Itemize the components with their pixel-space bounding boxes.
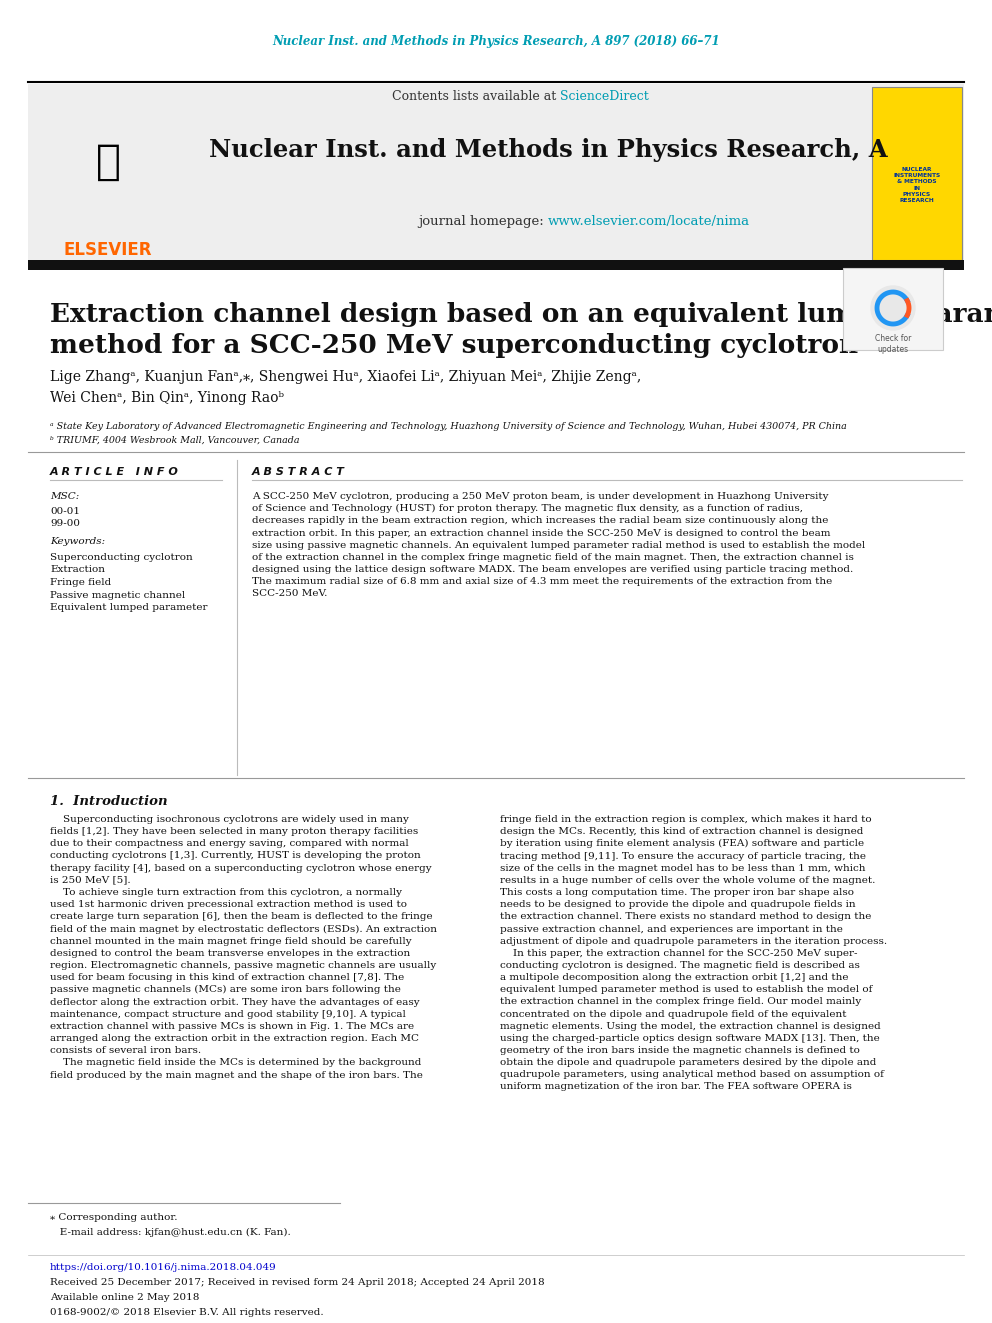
Text: NUCLEAR
INSTRUMENTS
& METHODS
IN
PHYSICS
RESEARCH: NUCLEAR INSTRUMENTS & METHODS IN PHYSICS…: [894, 167, 940, 202]
Text: ᵃ State Key Laboratory of Advanced Electromagnetic Engineering and Technology, H: ᵃ State Key Laboratory of Advanced Elect…: [50, 422, 847, 431]
Bar: [843, 269, 943, 351]
Text: ᵇ TRIUMF, 4004 Wesbrook Mall, Vancouver, Canada: ᵇ TRIUMF, 4004 Wesbrook Mall, Vancouver,…: [50, 437, 300, 445]
Text: E-mail address: kjfan@hust.edu.cn (K. Fan).: E-mail address: kjfan@hust.edu.cn (K. Fa…: [50, 1228, 291, 1237]
Text: https://doi.org/10.1016/j.nima.2018.04.049: https://doi.org/10.1016/j.nima.2018.04.0…: [50, 1263, 277, 1271]
Text: Nuclear Inst. and Methods in Physics Research, A 897 (2018) 66–71: Nuclear Inst. and Methods in Physics Res…: [272, 36, 720, 49]
Text: Contents lists available at: Contents lists available at: [392, 90, 560, 103]
Text: 🌳: 🌳: [95, 142, 120, 183]
Bar: [28, 261, 964, 270]
Text: journal homepage:: journal homepage:: [418, 216, 548, 229]
Text: Extraction channel design based on an equivalent lumped parameter
method for a S: Extraction channel design based on an eq…: [50, 302, 992, 359]
Text: Lige Zhangᵃ, Kuanjun Fanᵃ,⁎, Shengwei Huᵃ, Xiaofei Liᵃ, Zhiyuan Meiᵃ, Zhijie Zen: Lige Zhangᵃ, Kuanjun Fanᵃ,⁎, Shengwei Hu…: [50, 370, 641, 405]
Text: ScienceDirect: ScienceDirect: [560, 90, 649, 103]
Text: A B S T R A C T: A B S T R A C T: [252, 467, 345, 478]
Text: A SCC-250 MeV cyclotron, producing a 250 MeV proton beam, is under development i: A SCC-250 MeV cyclotron, producing a 250…: [252, 492, 865, 598]
Bar: [28, 83, 186, 262]
Text: Available online 2 May 2018: Available online 2 May 2018: [50, 1293, 199, 1302]
Text: Nuclear Inst. and Methods in Physics Research, A: Nuclear Inst. and Methods in Physics Res…: [208, 138, 887, 161]
Text: ELSEVIER: ELSEVIER: [63, 241, 152, 259]
Text: Superconducting cyclotron
Extraction
Fringe field
Passive magnetic channel
Equiv: Superconducting cyclotron Extraction Fri…: [50, 553, 207, 613]
Text: 1.  Introduction: 1. Introduction: [50, 795, 168, 808]
Text: Received 25 December 2017; Received in revised form 24 April 2018; Accepted 24 A: Received 25 December 2017; Received in r…: [50, 1278, 545, 1287]
Text: www.elsevier.com/locate/nima: www.elsevier.com/locate/nima: [548, 216, 750, 229]
Bar: [28, 83, 964, 262]
Text: Check for
updates: Check for updates: [875, 335, 912, 353]
Text: ⁎ Corresponding author.: ⁎ Corresponding author.: [50, 1213, 178, 1222]
Text: 0168-9002/© 2018 Elsevier B.V. All rights reserved.: 0168-9002/© 2018 Elsevier B.V. All right…: [50, 1308, 323, 1316]
Text: fringe field in the extraction region is complex, which makes it hard to
design : fringe field in the extraction region is…: [500, 815, 887, 1091]
Text: 00-01
99-00: 00-01 99-00: [50, 507, 80, 528]
Bar: [872, 87, 962, 261]
Text: A R T I C L E   I N F O: A R T I C L E I N F O: [50, 467, 179, 478]
Text: Superconducting isochronous cyclotrons are widely used in many
fields [1,2]. The: Superconducting isochronous cyclotrons a…: [50, 815, 437, 1080]
Text: MSC:: MSC:: [50, 492, 79, 501]
Text: Keywords:: Keywords:: [50, 537, 105, 546]
Circle shape: [871, 286, 915, 329]
